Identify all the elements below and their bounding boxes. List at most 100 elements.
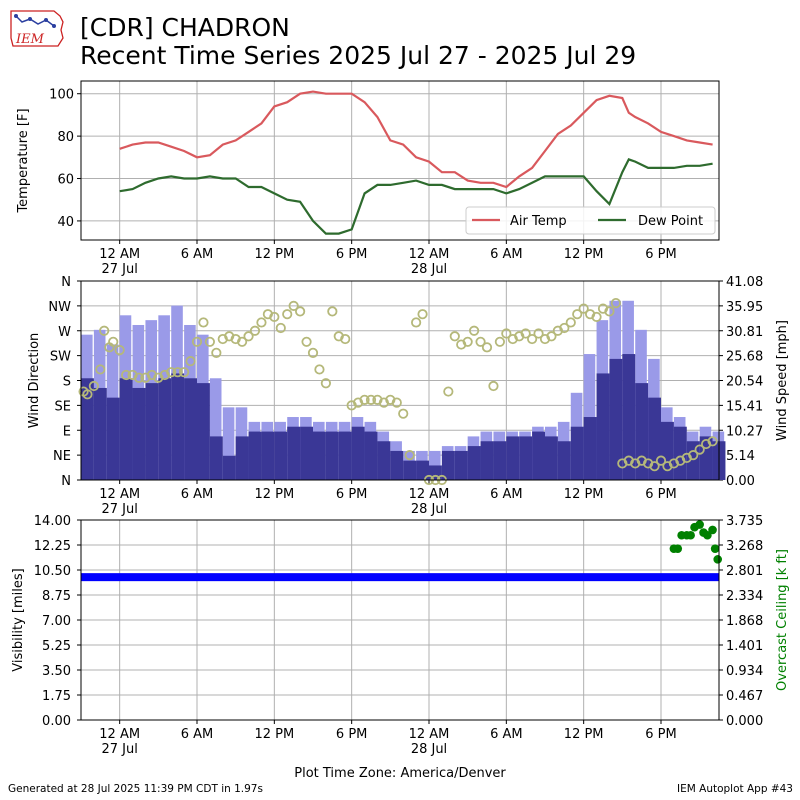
ceiling-point [713, 555, 723, 564]
direction-tick-label: SE [55, 399, 71, 414]
wind-direction-point [108, 336, 119, 347]
generated-footer: Generated at 28 Jul 2025 11:39 PM CDT in… [8, 783, 263, 795]
wind-speed-bar [519, 436, 533, 480]
speed-tick-label: 15.41 [726, 399, 763, 414]
wind-speed-bar [261, 431, 275, 480]
x-date-label: 27 Jul [101, 262, 137, 277]
x-tick-label: 6 AM [181, 487, 214, 502]
x-tick-label: 12 PM [564, 487, 604, 502]
ceiling-point [703, 530, 712, 540]
plot-frame [80, 519, 720, 721]
wind-direction-point [501, 328, 512, 339]
wind-direction-point [591, 311, 602, 323]
wind-speed-bar [145, 383, 159, 480]
y-axis-label: Temperature [F] [16, 108, 31, 213]
wind-speed-bar [81, 378, 94, 480]
direction-tick-label: N [61, 474, 71, 489]
wind-direction-point [275, 322, 286, 334]
wind-direction-point [488, 380, 499, 392]
wind-direction-point [565, 317, 576, 328]
x-tick-label: 6 AM [490, 247, 523, 262]
visibility-tick-label: 8.75 [42, 589, 71, 604]
speed-tick-label: 5.14 [726, 449, 755, 464]
app-footer: IEM Autoplot App #43 [677, 783, 793, 795]
wind-direction-point [604, 306, 615, 317]
wind-direction-point [449, 331, 460, 342]
x-date-label: 28 Jul [411, 262, 447, 277]
x-tick-label: 6 AM [490, 487, 523, 502]
wind-speed-bar [570, 426, 584, 480]
wind-direction-point [172, 367, 183, 378]
wind-direction-point [179, 367, 190, 378]
direction-tick-label: W [58, 325, 71, 340]
ceiling-tick-label: 0.467 [726, 689, 763, 704]
x-tick-label: 6 PM [336, 247, 367, 262]
legend-label-dew-point: Dew Point [638, 214, 703, 229]
wind-direction-point [688, 450, 699, 461]
wind-direction-point [411, 317, 422, 328]
legend-label-air-temp: Air Temp [510, 214, 567, 229]
direction-tick-label: SW [50, 350, 71, 365]
ceiling-point [686, 530, 695, 540]
x-tick-label: 6 PM [645, 487, 676, 502]
wind-speed-bar [377, 441, 391, 480]
y-axis-label-left: Visibility [miles] [11, 568, 26, 671]
wind-speed-bar [506, 436, 520, 480]
wind-speed-bar [338, 431, 352, 480]
x-date-label: 27 Jul [101, 742, 137, 757]
wind-gust-bar [222, 407, 235, 480]
x-tick-label: 12 PM [254, 727, 294, 742]
wind-speed-bar [106, 397, 120, 480]
wind-speed-bar [209, 436, 223, 480]
x-tick-label: 12 PM [564, 247, 604, 262]
wind-direction-point [282, 309, 293, 320]
x-tick-label: 6 PM [645, 727, 676, 742]
wind-speed-bar [313, 431, 326, 480]
speed-tick-label: 10.27 [726, 424, 763, 439]
x-tick-label: 6 AM [181, 247, 214, 262]
wind-direction-point [533, 328, 544, 339]
wind-direction-point [655, 455, 667, 466]
y-axis-label-right: Overcast Ceiling [k ft] [775, 549, 790, 691]
y-tick-label: 40 [57, 215, 74, 230]
wind-speed-bar [609, 358, 623, 480]
wind-direction-point [494, 336, 505, 347]
ceiling-point [710, 544, 720, 553]
wind-panel: N 0.00 NE 5.14 E 10.27 SE 15.41 S 20.54 SW 25.68 W 30… [27, 275, 790, 517]
wind-direction-point [469, 325, 480, 336]
wind-speed-bar [171, 373, 185, 480]
direction-tick-label: S [63, 375, 71, 390]
wind-speed-bar [454, 450, 468, 480]
speed-tick-label: 35.95 [726, 300, 763, 315]
wind-speed-bar [532, 431, 545, 480]
wind-speed-bar [132, 387, 146, 480]
wind-direction-point [327, 306, 338, 317]
dew-point-line [119, 158, 713, 235]
wind-direction-point [320, 378, 331, 389]
wind-speed-bar [248, 431, 262, 480]
speed-tick-label: 20.54 [726, 375, 763, 390]
x-tick-label: 6 PM [645, 247, 676, 262]
timezone-label: Plot Time Zone: America/Denver [294, 766, 506, 781]
wind-direction-point [559, 322, 570, 334]
wind-direction-point [314, 364, 325, 375]
direction-tick-label: NE [53, 449, 71, 464]
temperature-panel: 40 60 80 100 12 AM 6 AM 12 PM 6 PM 12 AM 6 AM 12 P… [16, 80, 720, 277]
visibility-panel: 0.00 0.000 1.75 0.467 3.50 0.934 5.25 1.401 7.00… [11, 514, 790, 757]
wind-direction-point [340, 333, 351, 345]
wind-speed-bar [274, 431, 288, 480]
x-tick-label: 12 AM [409, 487, 450, 502]
wind-direction-point [166, 367, 177, 378]
wind-direction-point [88, 380, 99, 392]
visibility-tick-label: 5.25 [42, 639, 71, 654]
wind-speed-bar [351, 426, 365, 480]
wind-speed-bar [184, 378, 197, 480]
wind-direction-point [404, 450, 415, 461]
wind-direction-point [443, 386, 454, 397]
wind-speed-bar [416, 460, 429, 480]
title-range: Recent Time Series 2025 Jul 27 - 2025 Ju… [80, 41, 637, 70]
logo-text: IEM [15, 32, 45, 47]
y-axis-label-right: Wind Speed [mph] [775, 320, 790, 441]
wind-speed-bar [545, 436, 558, 480]
wind-direction-point [185, 356, 196, 367]
